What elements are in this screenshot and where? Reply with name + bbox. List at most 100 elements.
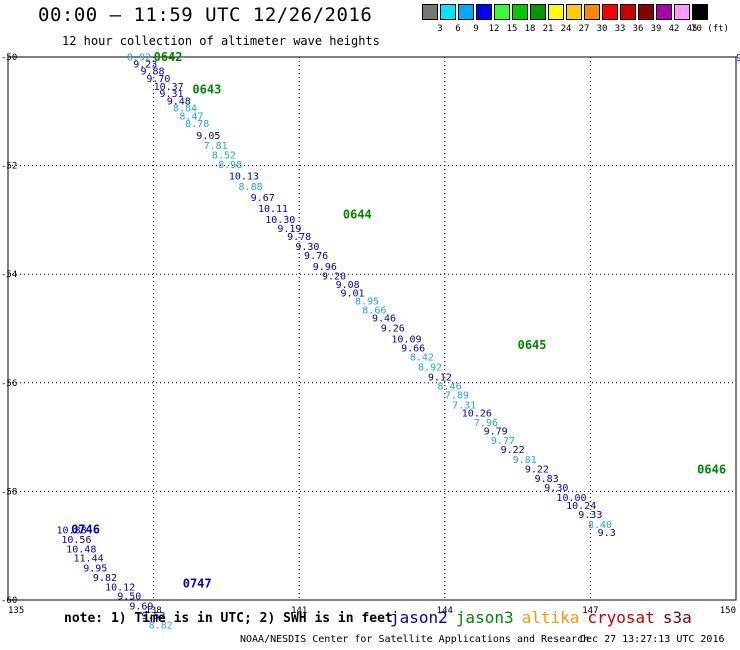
legend-swatch bbox=[530, 4, 546, 20]
legend-swatch bbox=[692, 4, 708, 20]
legend-swatch bbox=[422, 4, 438, 20]
x-tick-label: 147 bbox=[582, 606, 598, 616]
legend-swatch bbox=[494, 4, 510, 20]
legend-label: 18 bbox=[524, 24, 536, 34]
wave-height-label: 9.46 bbox=[372, 314, 396, 325]
legend-label: 42 bbox=[668, 24, 680, 34]
legend-label: 15 bbox=[506, 24, 518, 34]
wave-height-label: 9.81 bbox=[513, 455, 537, 466]
plot-frame bbox=[7, 56, 737, 601]
satellite-legend: jason2 jason3 altika cryosat s3a bbox=[390, 608, 700, 627]
wave-height-label: 10.88 bbox=[57, 525, 87, 536]
pass-time-label: 0746 bbox=[71, 522, 100, 536]
wave-height-label: 8.47 bbox=[179, 112, 203, 123]
satellite-name: jason2 bbox=[390, 608, 448, 627]
legend-swatch bbox=[656, 4, 672, 20]
wave-height-label: 8.95 bbox=[355, 296, 379, 307]
wave-height-label: 10.00 bbox=[556, 493, 586, 504]
legend-label: 30 bbox=[596, 24, 608, 34]
wave-height-label: 9.52 bbox=[141, 611, 165, 622]
legend-label: 39 bbox=[650, 24, 662, 34]
y-tick-label: -52 bbox=[1, 162, 17, 172]
wave-height-label: 7.81 bbox=[204, 141, 228, 152]
pass-time-label: 0643 bbox=[192, 83, 221, 97]
wave-height-label: 8.40 bbox=[588, 520, 612, 531]
wave-height-label: 8.92 bbox=[127, 52, 151, 63]
x-tick-label: 138 bbox=[145, 606, 161, 616]
wave-height-label: 9.19 bbox=[277, 224, 301, 235]
wave-height-label: 9.12 bbox=[428, 372, 452, 383]
wave-height-label: 9.22 bbox=[501, 445, 525, 456]
wave-height-label: 8.42 bbox=[410, 353, 434, 364]
y-tick-label: -50 bbox=[1, 53, 17, 63]
satellite-name: cryosat bbox=[587, 608, 655, 627]
wave-height-label: 9.23 bbox=[133, 60, 157, 71]
pass-time-label: 0646 bbox=[697, 463, 726, 477]
wave-height-label: 10.37 bbox=[154, 82, 184, 93]
satellite-name: jason3 bbox=[455, 608, 514, 627]
wave-height-label: 9.66 bbox=[401, 344, 425, 355]
legend-swatch bbox=[440, 4, 456, 20]
legend-label: 36 bbox=[632, 24, 644, 34]
y-tick-label: -60 bbox=[1, 596, 17, 606]
legend-swatch bbox=[620, 4, 636, 20]
wave-height-label: 8.82 bbox=[149, 620, 173, 631]
wave-height-label: 10.56 bbox=[61, 535, 91, 546]
wave-height-label: 9.77 bbox=[491, 436, 515, 447]
x-tick-label: 150 bbox=[720, 606, 736, 616]
wave-height-label: 9.82 bbox=[93, 573, 117, 584]
wave-height-label: 10.13 bbox=[229, 171, 259, 182]
footer-timestamp: Dec 27 13:27:13 UTC 2016 bbox=[580, 634, 725, 645]
wave-height-label: 9.83 bbox=[535, 474, 559, 485]
wave-height-label: 9.30 bbox=[295, 242, 319, 253]
wave-height-label: 9.08 bbox=[336, 280, 360, 291]
satellite-name: altika bbox=[521, 608, 580, 627]
wave-height-label: 8.92 bbox=[418, 363, 442, 374]
wave-height-label: 9.95 bbox=[83, 563, 107, 574]
wave-height-label: 9.70 bbox=[146, 74, 170, 85]
wave-height-label: 10.11 bbox=[258, 204, 288, 215]
legend-label: 6 bbox=[455, 24, 461, 34]
wave-height-label: 9.78 bbox=[287, 232, 311, 243]
wave-height-label: 9.76 bbox=[304, 251, 328, 262]
footer-credit: NOAA/NESDIS Center for Satellite Applica… bbox=[240, 634, 590, 645]
legend-label: 3 bbox=[437, 24, 443, 34]
x-tick-label: 135 bbox=[8, 606, 24, 616]
legend-label: 33 bbox=[614, 24, 626, 34]
legend-label: 12 bbox=[488, 24, 500, 34]
legend-swatch bbox=[584, 4, 600, 20]
wave-height-label: 9.67 bbox=[251, 193, 275, 204]
wave-height-label: 7.96 bbox=[474, 418, 498, 429]
wave-height-label: 9.22 bbox=[525, 465, 549, 476]
wave-height-label: 9.96 bbox=[313, 262, 337, 273]
legend-label: 45 bbox=[686, 24, 698, 34]
legend-label: 21 bbox=[542, 24, 554, 34]
pass-time-label: 0645 bbox=[518, 338, 547, 352]
wave-height-label: 10.26 bbox=[462, 409, 492, 420]
chart-title: 00:00 – 11:59 UTC 12/26/2016 bbox=[38, 4, 373, 26]
wave-height-label: 9.48 bbox=[167, 96, 191, 107]
wave-height-label: 9.88 bbox=[140, 67, 164, 78]
wave-height-label: 10.24 bbox=[566, 501, 596, 512]
y-tick-label: -54 bbox=[1, 270, 17, 280]
wave-height-label: 7.89 bbox=[445, 391, 469, 402]
wave-height-label: 9 bbox=[736, 53, 740, 64]
legend-swatch bbox=[638, 4, 654, 20]
x-tick-label: 144 bbox=[437, 606, 453, 616]
wave-height-label: 8.98 bbox=[218, 160, 242, 171]
wave-height-label: 10.09 bbox=[391, 334, 421, 345]
legend-swatch bbox=[602, 4, 618, 20]
y-tick-label: -58 bbox=[1, 487, 17, 497]
wave-height-label: 8.46 bbox=[438, 382, 462, 393]
wave-height-label: 9.31 bbox=[159, 89, 183, 100]
legend-swatch bbox=[566, 4, 582, 20]
wave-height-label: 9.05 bbox=[196, 131, 220, 142]
wave-height-label: 10.48 bbox=[66, 544, 96, 555]
wave-height-label: 9.79 bbox=[484, 427, 508, 438]
wave-height-label: 9.26 bbox=[381, 323, 405, 334]
wave-height-label: 7.31 bbox=[452, 401, 476, 412]
pass-time-label: 0642 bbox=[154, 50, 183, 64]
legend-swatch bbox=[548, 4, 564, 20]
x-tick-label: 141 bbox=[291, 606, 307, 616]
